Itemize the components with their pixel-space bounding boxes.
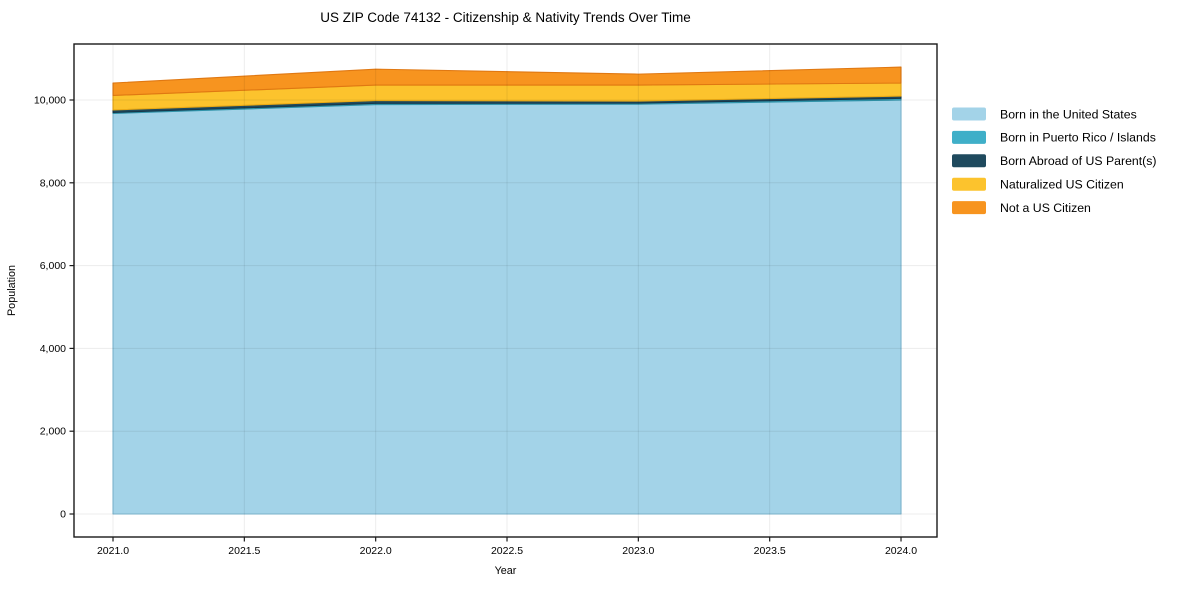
chart-title: US ZIP Code 74132 - Citizenship & Nativi… <box>320 10 690 25</box>
legend-swatch-born-abroad-of-us-parent-s <box>952 154 986 168</box>
stacked-areas <box>112 66 902 515</box>
y-tick-label: 6,000 <box>40 260 66 272</box>
legend-label-naturalized-us-citizen: Naturalized US Citizen <box>1000 178 1124 192</box>
x-tick-label: 2024.0 <box>885 545 917 557</box>
legend-label-born-in-the-united-states: Born in the United States <box>1000 107 1137 121</box>
legend-swatch-not-a-us-citizen <box>952 201 986 215</box>
x-tick-label: 2023.5 <box>754 545 786 557</box>
legend-label-born-in-puerto-rico-islands: Born in Puerto Rico / Islands <box>1000 131 1156 145</box>
legend-item-born-in-the-united-states: Born in the United States <box>952 107 1137 121</box>
legend-item-naturalized-us-citizen: Naturalized US Citizen <box>952 178 1124 192</box>
x-tick-label: 2021.5 <box>228 545 260 557</box>
gridlines <box>74 44 937 537</box>
y-axis-label: Population <box>6 265 18 316</box>
legend-item-not-a-us-citizen: Not a US Citizen <box>952 201 1091 215</box>
x-tick-label: 2022.0 <box>360 545 392 557</box>
y-tick-label: 0 <box>60 509 66 521</box>
y-tick-label: 10,000 <box>34 95 66 107</box>
legend-label-not-a-us-citizen: Not a US Citizen <box>1000 201 1091 215</box>
x-tick-label: 2022.5 <box>491 545 523 557</box>
x-tick-label: 2021.0 <box>97 545 129 557</box>
y-tick-label: 4,000 <box>40 343 66 355</box>
plot-border <box>73 43 938 538</box>
legend-swatch-born-in-the-united-states <box>952 107 986 121</box>
x-tick-label: 2023.0 <box>622 545 654 557</box>
area-series-not-a-us-citizen <box>112 66 902 96</box>
chart-legend: Born in the United States Born in Puerto … <box>952 107 1157 215</box>
legend-item-born-in-puerto-rico-islands: Born in Puerto Rico / Islands <box>952 131 1156 145</box>
legend-swatch-born-in-puerto-rico-islands <box>952 130 986 144</box>
legend-item-born-abroad-of-us-parent-s: Born Abroad of US Parent(s) <box>952 154 1157 168</box>
axis-ticks: 2021.0 2021.5 2022.0 2022.5 2023.0 2023.5 2024… <box>34 95 917 557</box>
y-tick-label: 8,000 <box>40 177 66 189</box>
legend-swatch-naturalized-us-citizen <box>952 177 986 191</box>
x-axis-label: Year <box>495 565 517 577</box>
legend-label-born-abroad-of-us-parent-s: Born Abroad of US Parent(s) <box>1000 154 1157 168</box>
axes-spines <box>73 43 938 538</box>
y-tick-label: 2,000 <box>40 426 66 438</box>
